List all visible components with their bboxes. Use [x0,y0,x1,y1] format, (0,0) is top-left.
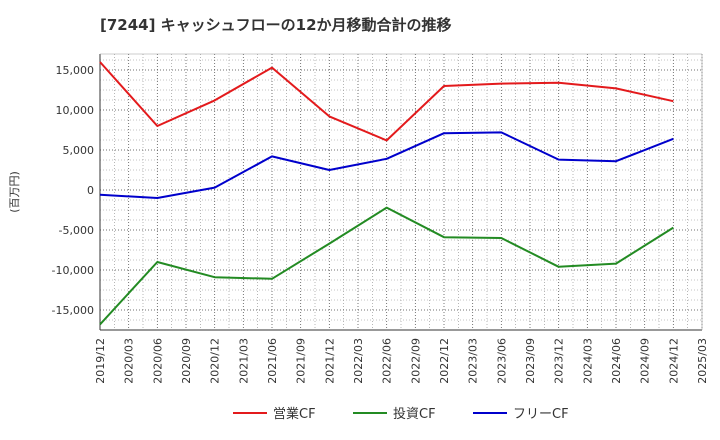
x-tick-label: 2021/12 [323,338,336,384]
x-tick-label: 2024/03 [581,338,594,384]
x-tick-label: 2021/06 [266,338,279,384]
x-tick-label: 2020/06 [151,338,164,384]
x-tick-label: 2020/12 [209,338,222,384]
y-tick-label: -10,000 [52,264,94,277]
x-tick-label: 2025/03 [696,338,709,384]
x-tick-label: 2023/06 [495,338,508,384]
x-tick-label: 2024/09 [639,338,652,384]
x-tick-label: 2021/09 [295,338,308,384]
legend-label: フリーCF [513,407,569,422]
y-tick-label: 5,000 [63,144,95,157]
x-tick-label: 2022/12 [438,338,451,384]
y-axis-label: (百万円) [8,171,21,213]
legend-label: 営業CF [273,406,316,422]
chart-title: [7244] キャッシュフローの12か月移動合計の推移 [100,16,452,34]
x-tick-label: 2020/09 [180,338,193,384]
x-tick-label: 2021/03 [237,338,250,384]
x-tick-label: 2023/03 [467,338,480,384]
x-tick-label: 2024/06 [610,338,623,384]
x-tick-label: 2022/03 [352,338,365,384]
y-tick-label: 10,000 [56,104,95,117]
y-tick-label: -15,000 [52,304,94,317]
x-tick-label: 2023/12 [553,338,566,384]
x-tick-label: 2019/12 [94,338,107,384]
x-tick-label: 2024/12 [667,338,680,384]
x-tick-label: 2022/09 [409,338,422,384]
legend-label: 投資CF [393,406,436,422]
y-tick-label: 15,000 [56,64,95,77]
x-tick-label: 2020/03 [123,338,136,384]
y-tick-label: 0 [87,184,94,197]
x-tick-label: 2023/09 [524,338,537,384]
y-tick-label: -5,000 [59,224,94,237]
x-tick-label: 2022/06 [381,338,394,384]
